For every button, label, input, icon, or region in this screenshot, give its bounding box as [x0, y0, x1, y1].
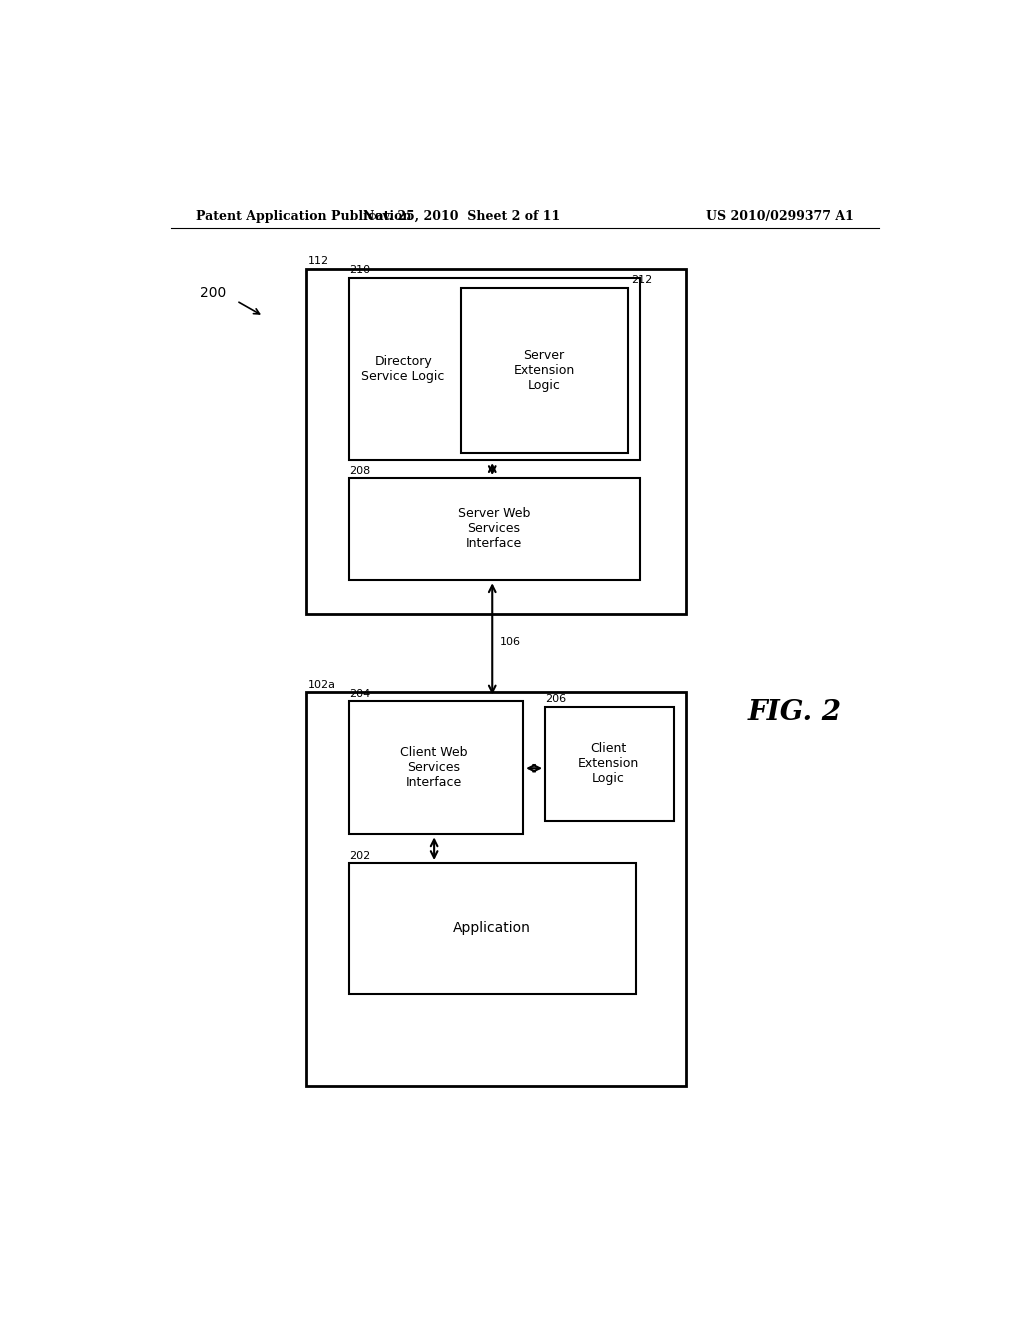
Bar — [349, 701, 523, 834]
Text: Directory
Service Logic: Directory Service Logic — [361, 355, 444, 383]
Text: 210: 210 — [349, 265, 370, 276]
Text: Application: Application — [454, 921, 531, 936]
Text: 200: 200 — [200, 286, 226, 300]
Text: 204: 204 — [349, 689, 370, 700]
Bar — [306, 268, 686, 614]
Bar — [306, 692, 686, 1086]
Text: 202: 202 — [349, 850, 370, 861]
Text: Patent Application Publication: Patent Application Publication — [197, 210, 412, 223]
Text: 212: 212 — [631, 276, 652, 285]
Text: FIG. 2: FIG. 2 — [748, 700, 842, 726]
Text: 206: 206 — [545, 694, 566, 705]
Text: Client
Extension
Logic: Client Extension Logic — [578, 742, 639, 785]
Text: US 2010/0299377 A1: US 2010/0299377 A1 — [706, 210, 853, 223]
Text: Server Web
Services
Interface: Server Web Services Interface — [458, 507, 530, 550]
Text: Client Web
Services
Interface: Client Web Services Interface — [400, 746, 468, 789]
Bar — [545, 706, 675, 821]
Text: 112: 112 — [308, 256, 329, 267]
Bar — [349, 863, 636, 994]
Text: 208: 208 — [349, 466, 370, 475]
Bar — [349, 277, 640, 461]
Text: 102a: 102a — [308, 680, 336, 689]
Text: Nov. 25, 2010  Sheet 2 of 11: Nov. 25, 2010 Sheet 2 of 11 — [362, 210, 560, 223]
Text: 106: 106 — [500, 638, 521, 647]
Text: Server
Extension
Logic: Server Extension Logic — [514, 350, 574, 392]
Bar — [349, 478, 640, 581]
Bar — [461, 288, 628, 453]
